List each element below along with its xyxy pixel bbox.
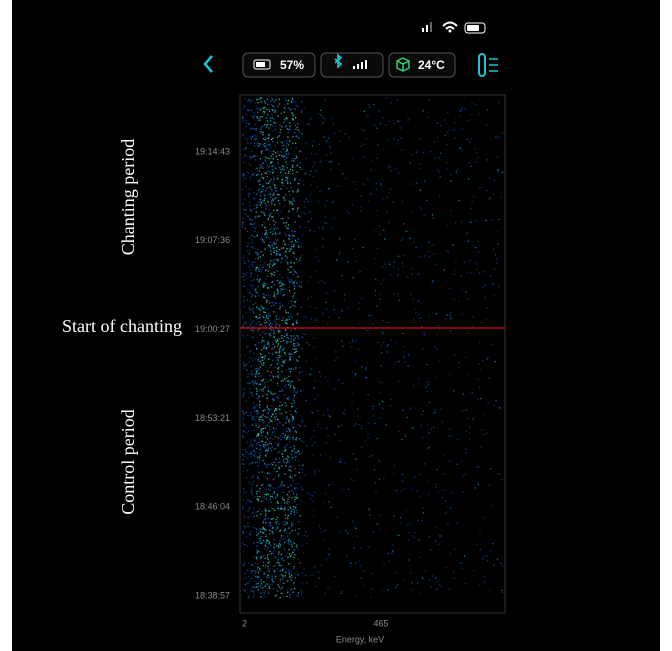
battery-icon [464,22,486,34]
battery-pill[interactable] [242,52,316,78]
y-tick-label: 18:46:04 [195,502,230,512]
y-tick-label: 19:14:43 [195,146,230,156]
y-tick-label: 18:53:21 [195,413,230,423]
signal-bar [353,66,355,69]
battery-level [467,25,479,31]
signal-bar [365,60,367,69]
temperature-text: 24°C [418,58,445,72]
annotation: Start of chanting [62,316,182,336]
y-tick-label: 19:07:36 [195,235,230,245]
battery-text: 57% [280,58,304,72]
spectrum-dots [242,97,504,598]
annotation: Chanting period [118,139,138,255]
signal-bar [357,64,359,69]
battery-level [256,62,265,67]
y-tick-label: 18:38:57 [195,590,230,600]
x-axis-label: Energy, keV [336,634,384,644]
wifi-icon [448,29,452,33]
signal-bar [426,25,428,32]
back-button[interactable] [203,55,213,73]
wifi-icon [442,21,458,30]
signal-bar [361,62,363,69]
bluetooth-pill[interactable] [320,52,384,78]
x-tick-label: 2 [242,618,247,628]
plot-area [239,94,506,614]
signal-bar [430,22,432,32]
annotation: Control period [118,409,138,515]
settings-icon [478,53,486,77]
settings-button[interactable] [478,53,498,77]
settings-icon [489,58,498,72]
status-bar [422,21,486,34]
battery-icon [253,59,271,70]
x-tick-label: 465 [373,618,388,628]
bluetooth-icon [334,53,343,69]
y-tick-label: 19:00:27 [195,324,230,334]
cube-icon [396,57,410,72]
signal-bar [422,28,424,32]
